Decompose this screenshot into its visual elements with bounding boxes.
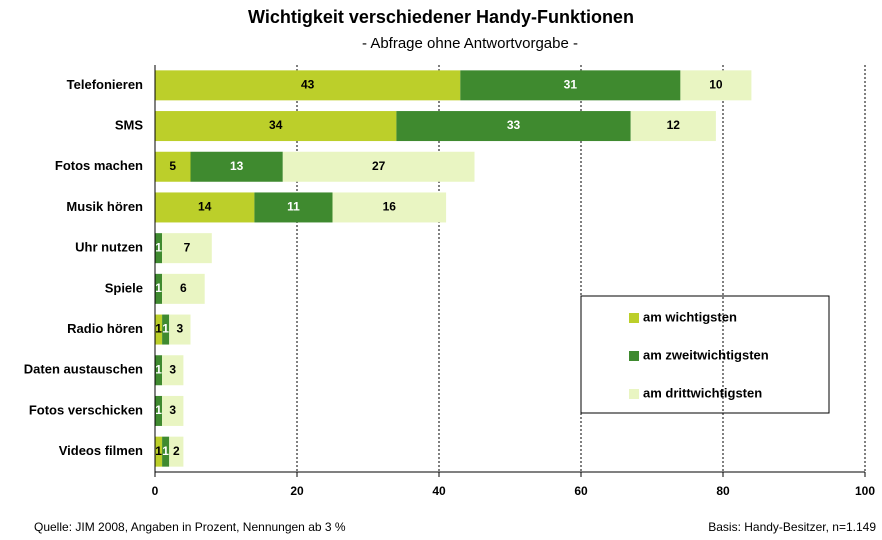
data-label: 27 (372, 159, 386, 173)
x-tick-label: 0 (152, 484, 159, 498)
data-label: 1 (155, 403, 162, 417)
data-label: 3 (169, 403, 176, 417)
data-label: 12 (667, 118, 681, 132)
chart-title: Wichtigkeit verschiedener Handy-Funktion… (248, 7, 634, 27)
bar-segment (162, 355, 184, 386)
y-tick-label: Radio hören (67, 321, 143, 336)
bar-segment (282, 151, 475, 182)
data-label: 5 (169, 159, 176, 173)
y-tick-label: Daten austauschen (24, 362, 143, 377)
data-label: 7 (184, 240, 191, 254)
bar-segment (332, 192, 447, 223)
bar-segment (169, 314, 191, 345)
bar-segment (162, 233, 212, 264)
data-label: 1 (162, 322, 169, 336)
bar-segment (162, 395, 184, 426)
data-label: 1 (155, 322, 162, 336)
x-tick-label: 60 (574, 484, 588, 498)
data-label: 34 (269, 118, 283, 132)
data-label: 11 (287, 200, 300, 214)
bar-segment (460, 70, 681, 101)
bar-segment (162, 314, 170, 345)
legend-swatch (629, 313, 639, 323)
bar-segment (190, 151, 283, 182)
bar-segment (254, 192, 333, 223)
bar-segment (155, 273, 163, 304)
data-label: 31 (564, 78, 578, 92)
bar-segment (155, 192, 255, 223)
x-tick-label: 20 (290, 484, 304, 498)
legend-label: am wichtigsten (643, 309, 737, 324)
bar-segment (680, 70, 752, 101)
data-label: 1 (155, 362, 162, 376)
data-label: 3 (177, 322, 184, 336)
bar-segment (630, 111, 716, 142)
bar-segment (162, 436, 170, 467)
y-tick-label: Fotos verschicken (29, 402, 143, 417)
x-tick-label: 40 (432, 484, 446, 498)
data-label: 1 (155, 444, 162, 458)
basis-note: Basis: Handy-Besitzer, n=1.149 (708, 520, 876, 534)
data-label: 14 (198, 200, 212, 214)
y-tick-label: Uhr nutzen (75, 240, 143, 255)
bar-segment (162, 273, 205, 304)
data-label: 1 (155, 240, 162, 254)
bar-segment (155, 355, 163, 386)
y-tick-label: Videos filmen (59, 443, 143, 458)
data-label: 6 (180, 281, 187, 295)
data-label: 43 (301, 78, 315, 92)
bar-segment (155, 70, 461, 101)
legend-swatch (629, 351, 639, 361)
data-label: 3 (169, 362, 176, 376)
chart-subtitle: - Abfrage ohne Antwortvorgabe - (362, 35, 578, 52)
data-label: 2 (173, 444, 180, 458)
data-label: 1 (162, 444, 169, 458)
legend-swatch (629, 389, 639, 399)
x-tick-label: 80 (716, 484, 730, 498)
data-label: 16 (383, 200, 397, 214)
y-tick-label: Spiele (105, 280, 143, 295)
bar-segment (155, 314, 163, 345)
bar-segment (155, 151, 191, 182)
legend-label: am zweitwichtigsten (643, 347, 769, 362)
x-tick-label: 100 (855, 484, 875, 498)
data-label: 1 (155, 281, 162, 295)
source-note: Quelle: JIM 2008, Angaben in Prozent, Ne… (34, 520, 346, 534)
y-tick-label: Fotos machen (55, 158, 143, 173)
y-tick-label: Telefonieren (67, 77, 143, 92)
bar-segment (155, 233, 163, 264)
data-label: 13 (230, 159, 244, 173)
bar-segment (396, 111, 631, 142)
bar-segment (155, 395, 163, 426)
bar-segment (155, 436, 163, 467)
y-tick-label: Musik hören (66, 199, 143, 214)
legend-label: am drittwichtigsten (643, 385, 762, 400)
bar-segment (169, 436, 184, 467)
y-tick-label: SMS (115, 117, 144, 132)
bar-segment (155, 111, 397, 142)
data-label: 10 (709, 78, 723, 92)
data-label: 33 (507, 118, 521, 132)
legend-box (580, 295, 830, 414)
